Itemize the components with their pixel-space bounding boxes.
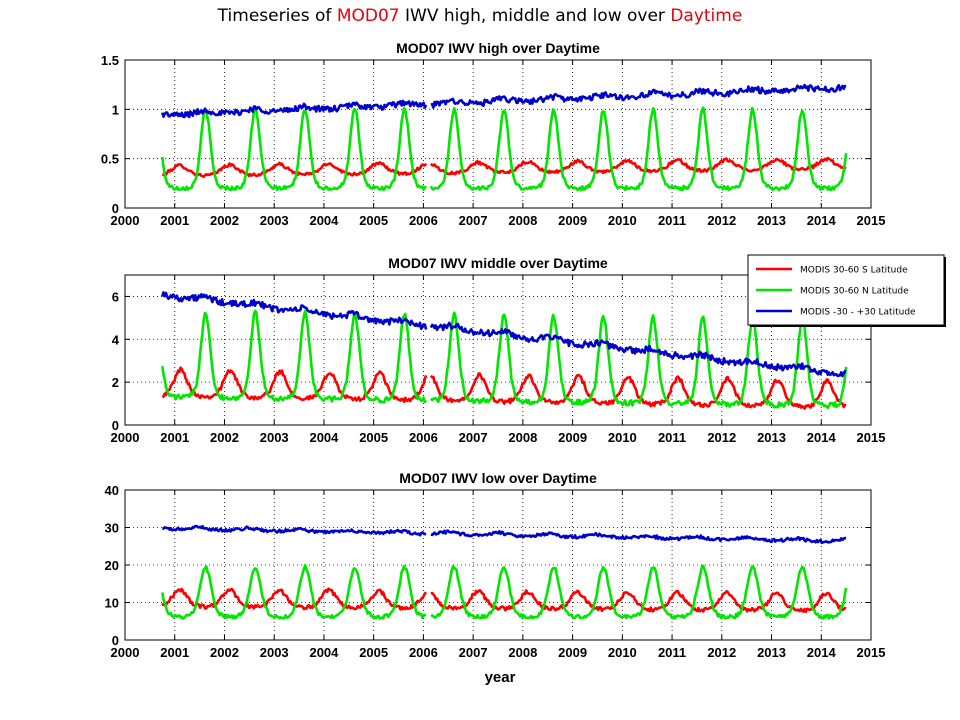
x-tick-label: 2015 — [857, 213, 886, 228]
y-tick-label: 2 — [112, 375, 119, 390]
main-title-part: Daytime — [670, 6, 743, 26]
x-tick-label: 2000 — [111, 213, 140, 228]
y-tick-label: 40 — [105, 483, 119, 498]
x-tick-label: 2005 — [359, 430, 388, 445]
series-line — [161, 83, 847, 119]
x-tick-label: 2003 — [260, 645, 289, 660]
x-tick-label: 2009 — [558, 213, 587, 228]
y-tick-label: 30 — [105, 521, 119, 536]
series-line — [161, 291, 847, 378]
x-tick-label: 2001 — [160, 645, 189, 660]
x-tick-label: 2001 — [160, 430, 189, 445]
panel-title: MOD07 IWV high over Daytime — [396, 40, 600, 56]
y-tick-label: 1 — [112, 102, 119, 117]
y-tick-label: 1.5 — [101, 53, 119, 68]
x-tick-label: 2007 — [459, 430, 488, 445]
x-tick-label: 2003 — [260, 213, 289, 228]
y-tick-label: 20 — [105, 558, 119, 573]
main-title-part: Timeseries of — [217, 6, 337, 26]
y-tick-label: 0 — [112, 418, 119, 433]
x-tick-label: 2002 — [210, 213, 239, 228]
panel-2: 2000 2001 2002 2003 2004 2005 2006 2007 2008 2009… — [111, 255, 886, 445]
main-title: Timeseries of MOD07 IWV high, middle and… — [0, 6, 960, 26]
x-tick-label: 2011 — [658, 430, 686, 445]
y-tick-label: 0 — [112, 633, 119, 648]
x-tick-label: 2009 — [558, 645, 587, 660]
series-line — [161, 156, 847, 178]
legend: MODIS 30-60 S Latitude MODIS 30-60 N Lati… — [747, 254, 946, 327]
y-tick-label: 4 — [112, 332, 120, 347]
legend-label: MODIS 30-60 N Latitude — [800, 287, 909, 297]
x-tick-label: 2013 — [757, 430, 786, 445]
x-tick-label: 2000 — [111, 430, 140, 445]
legend-label: MODIS 30-60 S Latitude — [800, 266, 908, 276]
series-line — [161, 366, 847, 410]
panel-title: MOD07 IWV low over Daytime — [399, 470, 597, 486]
x-tick-label: 2014 — [807, 645, 837, 660]
x-tick-label: 2004 — [309, 430, 339, 445]
series-line — [161, 309, 848, 410]
y-tick-label: 0.5 — [101, 152, 119, 167]
x-tick-label: 2002 — [210, 430, 239, 445]
y-tick-label: 0 — [112, 201, 119, 216]
x-tick-label: 2011 — [658, 213, 686, 228]
panel-title: MOD07 IWV middle over Daytime — [388, 255, 608, 271]
x-tick-label: 2006 — [409, 645, 438, 660]
x-tick-label: 2002 — [210, 645, 239, 660]
x-tick-label: 2008 — [508, 430, 537, 445]
x-tick-label: 2007 — [459, 213, 488, 228]
main-title-part: MOD07 — [336, 6, 400, 26]
x-tick-label: 2013 — [757, 645, 786, 660]
x-tick-label: 2015 — [857, 430, 886, 445]
main-title-part: IWV high, middle and low over — [399, 6, 671, 26]
x-tick-label: 2012 — [707, 213, 736, 228]
x-tick-label: 2010 — [608, 645, 637, 660]
x-tick-label: 2008 — [508, 645, 537, 660]
x-tick-label: 2003 — [260, 430, 289, 445]
series-line — [161, 563, 848, 620]
x-tick-label: 2010 — [608, 430, 637, 445]
x-tick-label: 2014 — [807, 430, 837, 445]
x-tick-label: 2013 — [757, 213, 786, 228]
x-tick-label: 2008 — [508, 213, 537, 228]
y-tick-label: 10 — [105, 596, 119, 611]
x-tick-label: 2009 — [558, 430, 587, 445]
x-tick-label: 2014 — [807, 213, 837, 228]
x-tick-label: 2012 — [707, 430, 736, 445]
x-tick-label: 2005 — [359, 213, 388, 228]
x-tick-label: 2007 — [459, 645, 488, 660]
x-tick-label: 2006 — [409, 430, 438, 445]
legend-label: MODIS -30 - +30 Latitude — [800, 308, 916, 318]
x-tick-label: 2004 — [309, 213, 339, 228]
x-tick-label: 2010 — [608, 213, 637, 228]
x-tick-label: 2000 — [111, 645, 140, 660]
series-line — [162, 524, 847, 545]
x-tick-label: 2001 — [160, 213, 189, 228]
panel-1: 2000 2001 2002 2003 2004 2005 2006 2007 2008 2009… — [101, 40, 886, 228]
panel-3: 2000 2001 2002 2003 2004 2005 2006 2007 2008 2009… — [105, 470, 886, 686]
x-tick-label: 2015 — [857, 645, 886, 660]
x-tick-label: 2006 — [409, 213, 438, 228]
plot-frame — [124, 59, 872, 209]
x-tick-label: 2011 — [658, 645, 686, 660]
x-axis-label: year — [485, 669, 516, 686]
x-tick-label: 2005 — [359, 645, 388, 660]
x-tick-label: 2012 — [707, 645, 736, 660]
y-tick-label: 6 — [112, 289, 119, 304]
x-tick-label: 2004 — [309, 645, 339, 660]
